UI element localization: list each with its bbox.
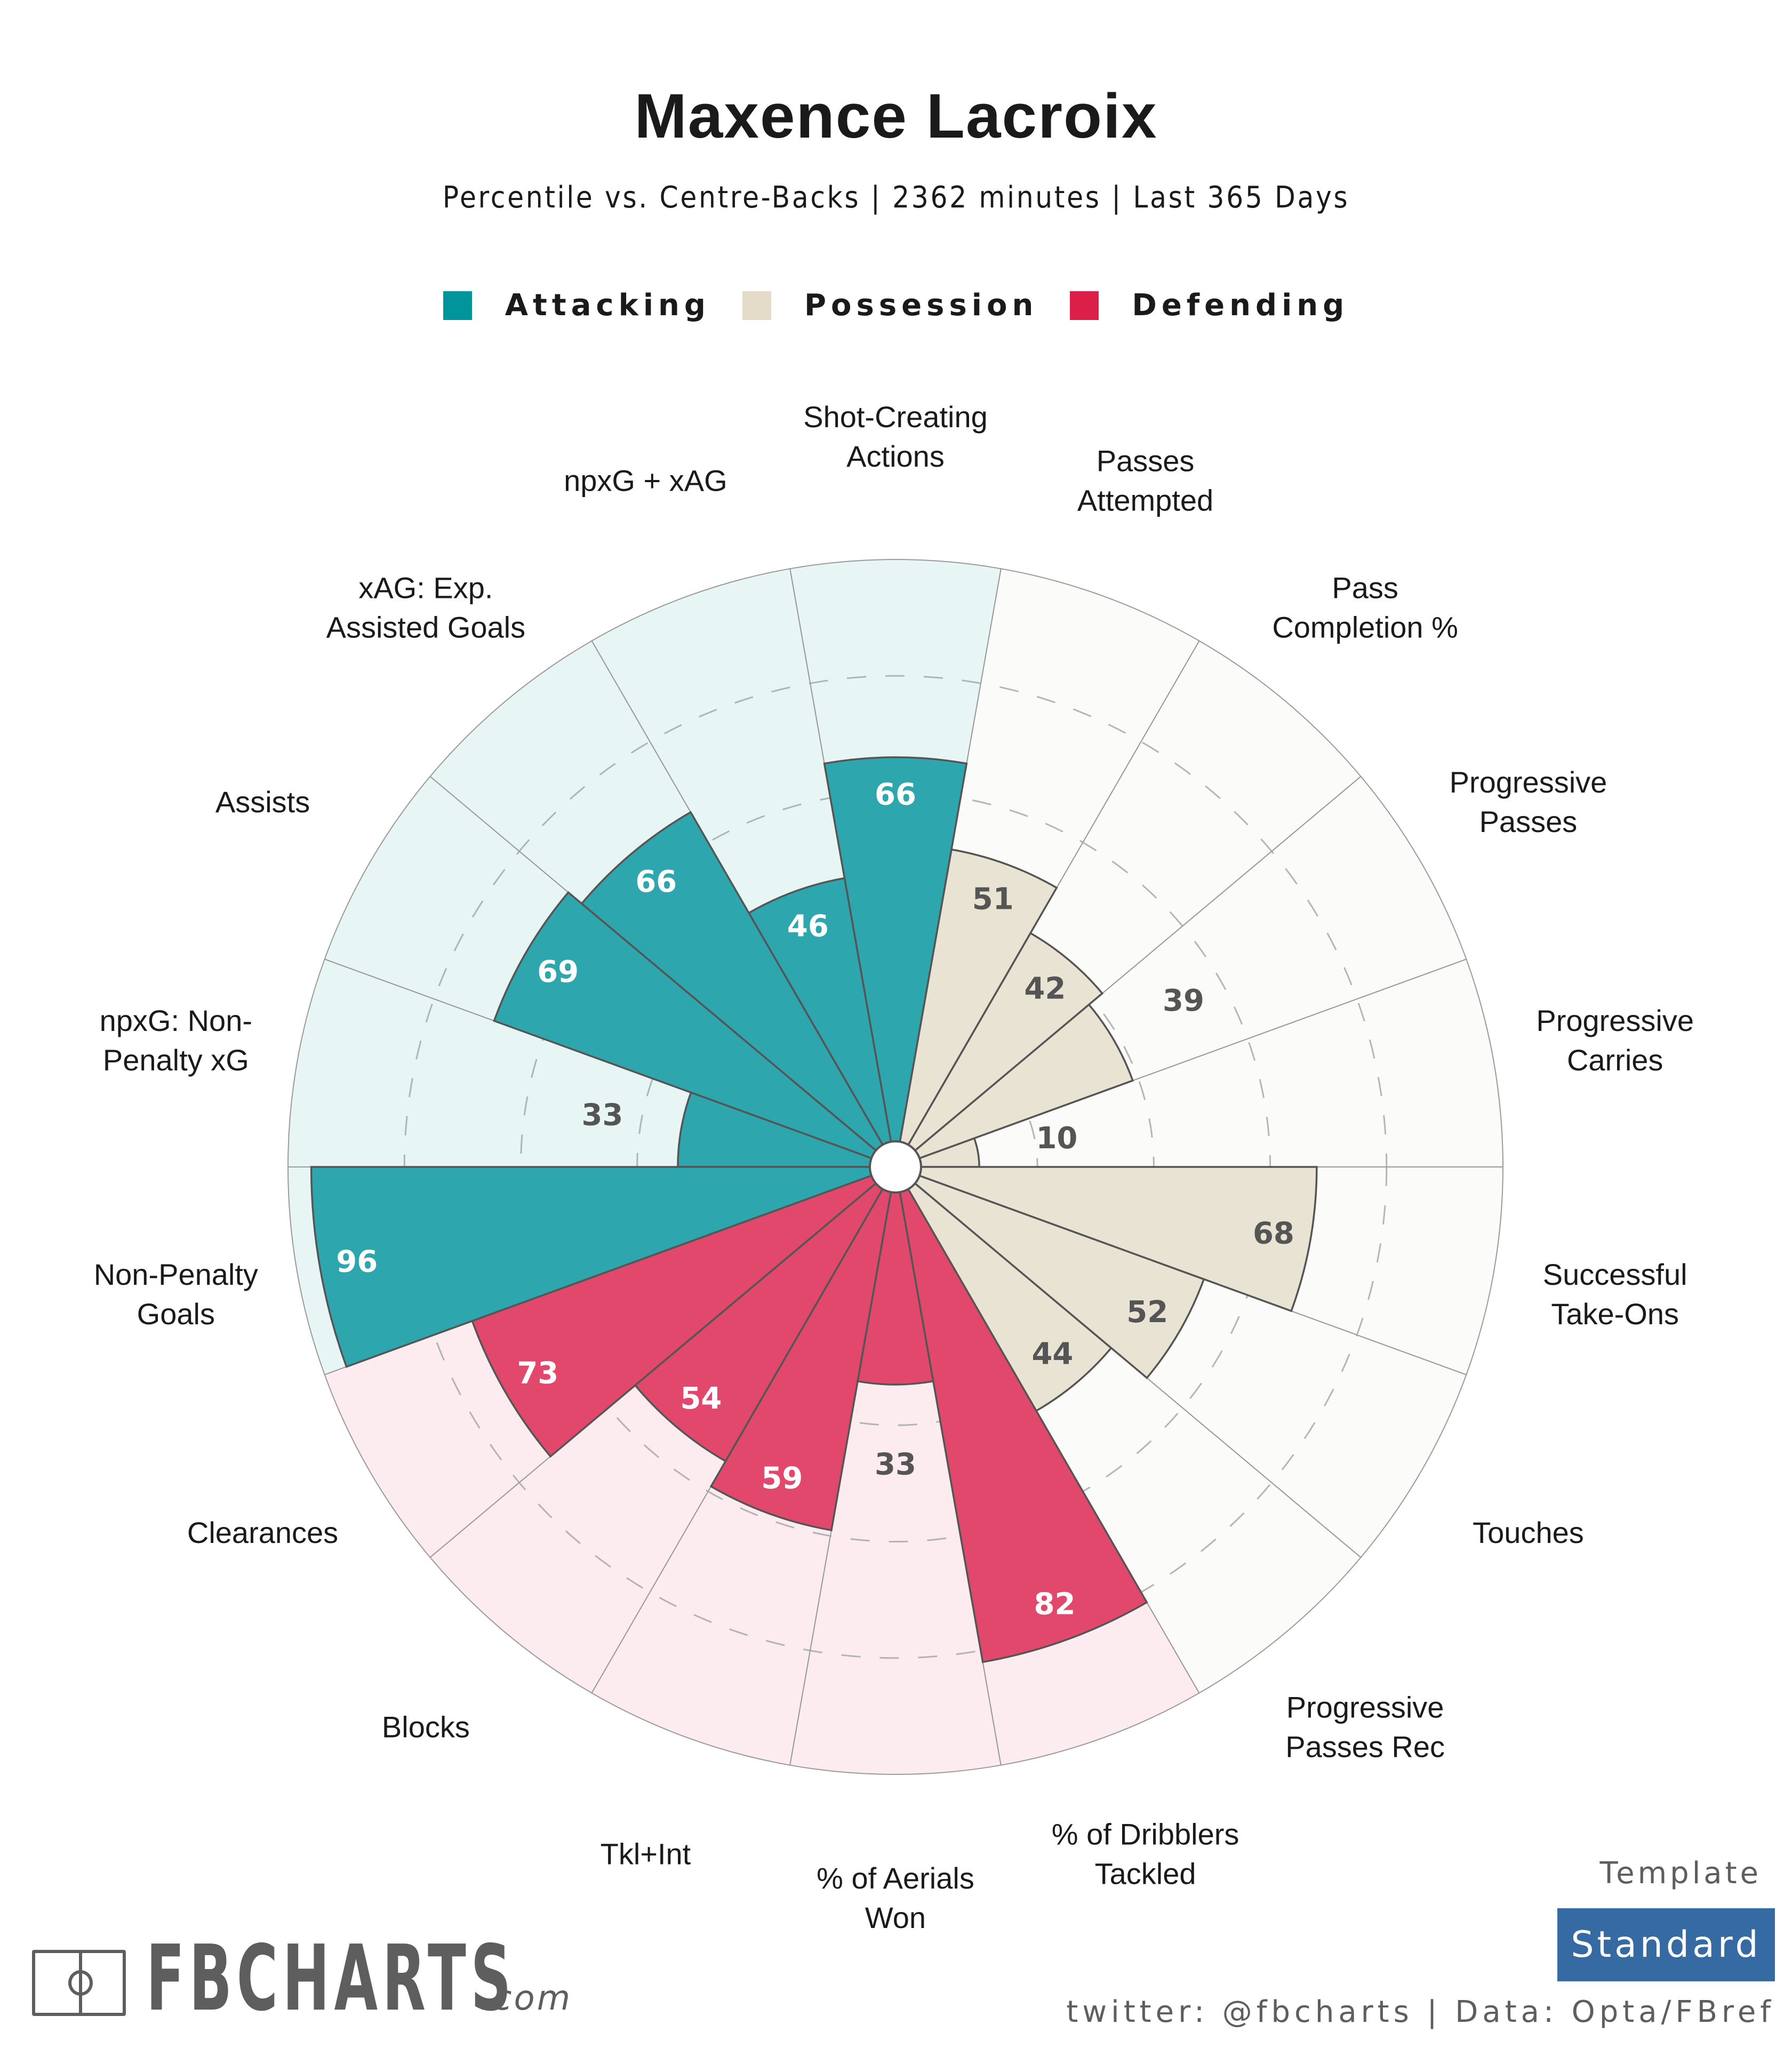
metric-label: npxG: Non- Penalty xG [100, 1004, 252, 1077]
metric-label-line: Progressive [1286, 1690, 1444, 1724]
metric-label-line: Touches [1473, 1516, 1584, 1549]
value-label: 33 [875, 1447, 916, 1482]
value-label: 10 [1036, 1121, 1077, 1156]
metric-label-line: npxG: Non- [100, 1004, 252, 1037]
metric-label: Touches [1473, 1516, 1584, 1549]
metric-label-line: Tackled [1095, 1857, 1196, 1890]
template-badge: Standard [1557, 1908, 1775, 1981]
metric-label-line: Take-Ons [1551, 1297, 1679, 1330]
metric-label: Clearances [187, 1516, 338, 1549]
metric-label: Successful Take-Ons [1543, 1257, 1687, 1330]
metric-label: npxG + xAG [564, 463, 727, 497]
value-labels: 10 39 42 51 66 46 66 69 33 96 73 54 59 33 82 44 52 68 [336, 777, 1294, 1621]
metric-label: Shot-Creating Actions [803, 400, 988, 473]
metric-label: Progressive Carries [1536, 1004, 1694, 1077]
chart-title: Maxence Lacroix [634, 81, 1158, 151]
value-label: 82 [1034, 1587, 1075, 1621]
value-label: 46 [787, 909, 829, 944]
pitch-center-circle [68, 1970, 93, 1996]
value-label: 66 [875, 777, 916, 812]
metric-label-line: Tkl+Int [601, 1837, 691, 1870]
value-label: 51 [972, 882, 1014, 916]
legend: Attacking Possession Defending [0, 288, 1792, 323]
value-label: 54 [680, 1381, 722, 1416]
metric-label-line: Completion % [1272, 610, 1458, 644]
metric-label: Non-Penalty Goals [94, 1257, 258, 1330]
legend-label: Possession [804, 288, 1038, 323]
value-label: 44 [1031, 1337, 1073, 1371]
metric-label-line: Progressive [1450, 765, 1607, 799]
metric-label-line: Assisted Goals [326, 610, 526, 644]
legend-swatch-possession [742, 291, 771, 320]
metric-label: xAG: Exp. Assisted Goals [326, 571, 526, 644]
value-label: 59 [761, 1461, 803, 1496]
center-hole [869, 1140, 922, 1194]
metric-label: Progressive Passes [1450, 765, 1607, 838]
value-label: 68 [1253, 1217, 1294, 1251]
metric-label-line: Assists [215, 785, 310, 819]
metric-label-line: Clearances [187, 1516, 338, 1549]
logo-text: FBCHARTS [146, 1926, 516, 2031]
metric-label-line: Goals [137, 1297, 215, 1330]
metric-label-line: Attempted [1077, 483, 1213, 517]
metric-label: % of Dribblers Tackled [1052, 1817, 1239, 1890]
value-label: 73 [517, 1356, 558, 1391]
legend-item-defending: Defending [1070, 288, 1349, 323]
pitch-icon [32, 1950, 126, 2016]
footer-credits: twitter: @fbcharts | Data: Opta/FBref [1066, 1995, 1775, 2029]
metric-label-line: Passes Rec [1285, 1730, 1445, 1763]
value-label: 96 [336, 1245, 378, 1279]
chart-subtitle: Percentile vs. Centre-Backs | 2362 minut… [442, 180, 1350, 215]
metric-labels: Progressive Carries Progressive Passes Pass C… [94, 400, 1694, 1934]
legend-label: Attacking [505, 288, 710, 323]
metric-label-line: xAG: Exp. [358, 571, 493, 604]
legend-label: Defending [1132, 288, 1349, 323]
metric-label-line: % of Aerials [817, 1861, 974, 1895]
legend-swatch-defending [1070, 291, 1099, 320]
value-label: 39 [1163, 983, 1204, 1018]
metric-label: Progressive Passes Rec [1285, 1690, 1445, 1763]
metric-label: Tkl+Int [601, 1837, 691, 1870]
metric-label-line: Non-Penalty [94, 1257, 258, 1291]
metric-label-line: Shot-Creating [803, 400, 988, 434]
metric-label-line: Blocks [382, 1710, 470, 1743]
metric-label-line: Penalty xG [103, 1043, 249, 1077]
metric-label: Passes Attempted [1077, 444, 1213, 517]
legend-item-possession: Possession [742, 288, 1038, 323]
value-bars [310, 756, 1318, 1663]
metric-label-line: Pass [1332, 571, 1398, 604]
legend-swatch-attacking [443, 291, 472, 320]
metric-label-line: npxG + xAG [564, 463, 727, 497]
value-label: 33 [581, 1098, 623, 1133]
template-label: Template [1599, 1856, 1762, 1891]
metric-label-line: Progressive [1536, 1004, 1694, 1037]
metric-label-line: Actions [846, 439, 945, 473]
legend-item-attacking: Attacking [443, 288, 710, 323]
metric-label-line: Passes [1097, 444, 1195, 477]
value-label: 42 [1024, 971, 1066, 1006]
value-label: 66 [635, 865, 677, 899]
metric-label: Blocks [382, 1710, 470, 1743]
value-label: 52 [1126, 1295, 1168, 1330]
metric-label: Pass Completion % [1272, 571, 1458, 644]
fbcharts-logo: FBCHARTS .com [32, 1926, 742, 2031]
metric-label-line: Won [865, 1901, 926, 1934]
metric-label-line: Successful [1543, 1257, 1687, 1291]
logo-suffix: .com [480, 1979, 573, 2018]
metric-label: Assists [215, 785, 310, 819]
metric-label: % of Aerials Won [817, 1861, 974, 1934]
metric-label-line: Passes [1479, 805, 1578, 838]
metric-label-line: Carries [1567, 1043, 1663, 1077]
value-label: 69 [537, 955, 579, 989]
metric-label-line: % of Dribblers [1052, 1817, 1239, 1851]
